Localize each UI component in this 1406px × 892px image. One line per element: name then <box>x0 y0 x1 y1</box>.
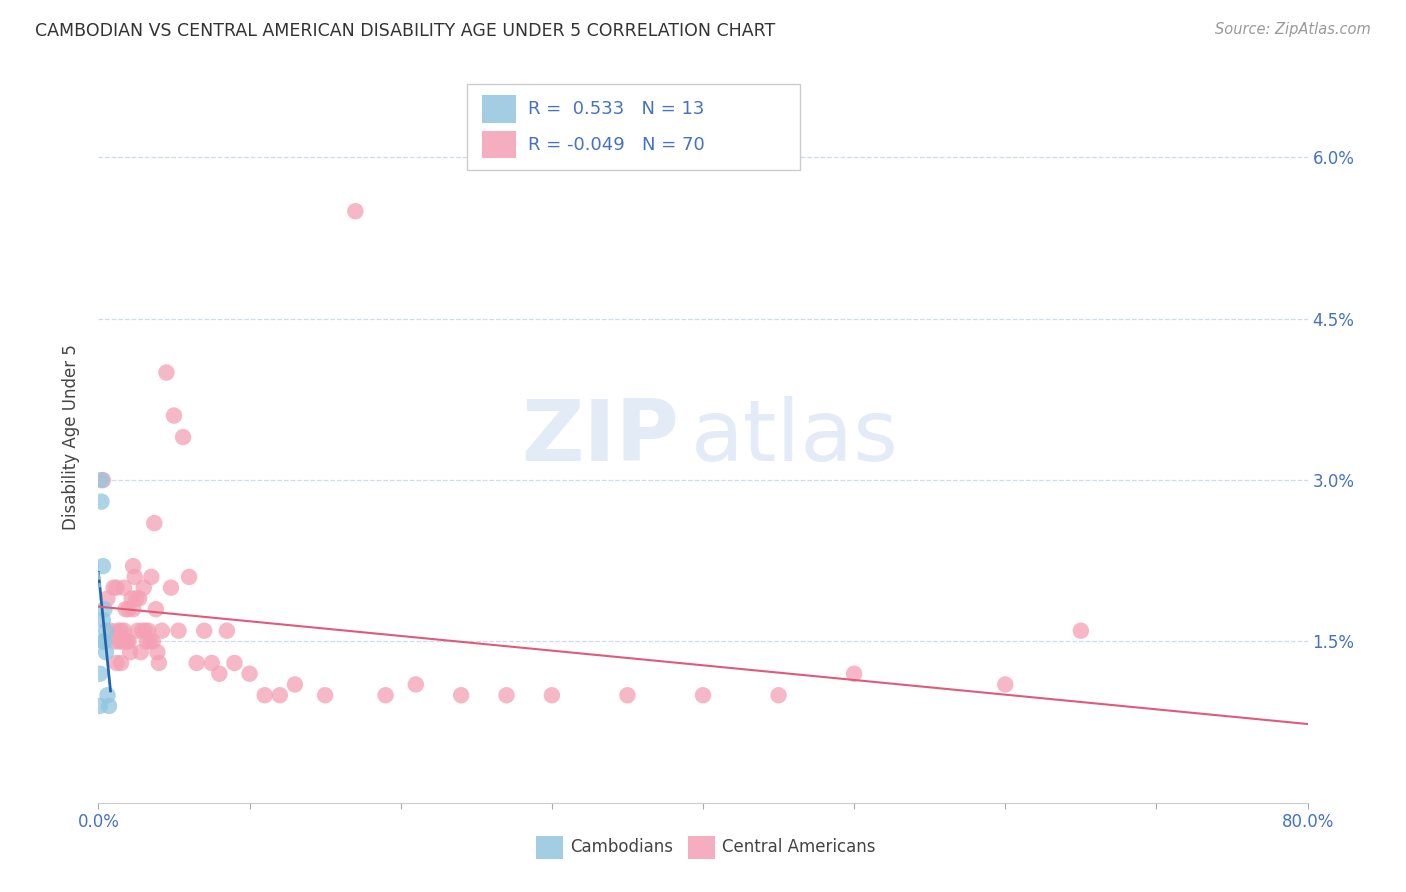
Text: Central Americans: Central Americans <box>723 838 876 856</box>
Point <box>139 634 162 648</box>
Point <box>91 473 114 487</box>
Point <box>129 645 152 659</box>
Point <box>150 624 173 638</box>
Point <box>112 581 135 595</box>
Text: R = -0.049   N = 70: R = -0.049 N = 70 <box>527 136 704 153</box>
Point <box>450 688 472 702</box>
Point <box>314 688 336 702</box>
Point <box>118 602 141 616</box>
Text: Cambodians: Cambodians <box>569 838 673 856</box>
Point <box>91 559 114 574</box>
Point <box>122 602 145 616</box>
Point <box>172 430 194 444</box>
Point <box>186 656 208 670</box>
Point <box>107 624 129 638</box>
FancyBboxPatch shape <box>467 84 800 170</box>
Point <box>96 591 118 606</box>
Point <box>103 581 125 595</box>
Point <box>96 688 118 702</box>
Point <box>141 570 163 584</box>
Point <box>131 624 153 638</box>
Point <box>167 624 190 638</box>
Point <box>110 656 132 670</box>
Point <box>93 634 115 648</box>
Point <box>125 591 148 606</box>
Point <box>91 634 114 648</box>
Y-axis label: Disability Age Under 5: Disability Age Under 5 <box>62 344 80 530</box>
Point <box>284 677 307 691</box>
Point <box>994 677 1017 691</box>
Point <box>114 602 136 616</box>
Point <box>105 581 128 595</box>
FancyBboxPatch shape <box>482 95 516 122</box>
Point <box>239 666 262 681</box>
Point <box>132 581 155 595</box>
Point <box>155 366 177 380</box>
Point <box>208 666 231 681</box>
Point <box>105 656 128 670</box>
Point <box>108 634 131 648</box>
Point <box>201 656 224 670</box>
Point <box>405 677 427 691</box>
Point <box>98 698 121 713</box>
Point <box>269 688 291 702</box>
Point <box>844 666 866 681</box>
Point <box>90 494 112 508</box>
FancyBboxPatch shape <box>689 836 716 859</box>
Point <box>1070 624 1092 638</box>
Point <box>118 634 141 648</box>
Point <box>120 645 142 659</box>
Point <box>94 624 117 638</box>
Point <box>148 656 170 670</box>
Point <box>160 581 183 595</box>
Text: Source: ZipAtlas.com: Source: ZipAtlas.com <box>1215 22 1371 37</box>
Point <box>89 698 111 713</box>
Point <box>540 688 562 702</box>
Text: CAMBODIAN VS CENTRAL AMERICAN DISABILITY AGE UNDER 5 CORRELATION CHART: CAMBODIAN VS CENTRAL AMERICAN DISABILITY… <box>35 22 775 40</box>
FancyBboxPatch shape <box>482 130 516 159</box>
Point <box>134 624 156 638</box>
Point <box>124 570 146 584</box>
Point <box>143 516 166 530</box>
Point <box>768 688 790 702</box>
Point <box>142 634 165 648</box>
Point <box>111 634 134 648</box>
Point <box>136 624 159 638</box>
Text: R =  0.533   N = 13: R = 0.533 N = 13 <box>527 100 704 118</box>
Point <box>374 688 396 702</box>
Point <box>692 688 714 702</box>
Point <box>253 688 276 702</box>
Point <box>193 624 215 638</box>
Point <box>145 602 167 616</box>
Point <box>224 656 246 670</box>
Point <box>91 613 114 627</box>
FancyBboxPatch shape <box>536 836 562 859</box>
Point <box>146 645 169 659</box>
Point <box>94 645 117 659</box>
Point <box>163 409 186 423</box>
Point <box>104 634 127 648</box>
Point <box>121 591 143 606</box>
Point <box>135 634 157 648</box>
Point <box>90 473 112 487</box>
Point <box>127 624 149 638</box>
Text: atlas: atlas <box>690 395 898 479</box>
Point <box>179 570 201 584</box>
Point <box>616 688 638 702</box>
Point <box>89 666 111 681</box>
Text: ZIP: ZIP <box>522 395 679 479</box>
Point <box>93 602 115 616</box>
Point <box>112 624 135 638</box>
Point <box>114 634 136 648</box>
Point <box>122 559 145 574</box>
Point <box>215 624 238 638</box>
Point <box>100 624 122 638</box>
Point <box>495 688 517 702</box>
Point <box>128 591 150 606</box>
Point <box>344 204 367 219</box>
Point <box>115 634 138 648</box>
Point <box>110 624 132 638</box>
